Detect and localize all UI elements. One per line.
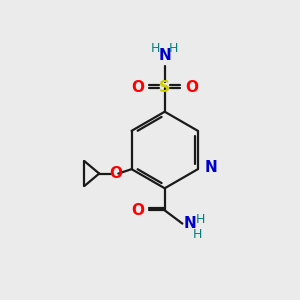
Text: H: H [193,228,202,241]
Text: N: N [158,48,171,63]
Text: O: O [131,80,144,95]
Text: N: N [184,216,197,231]
Text: H: H [151,42,160,55]
Text: H: H [169,42,178,55]
Text: O: O [185,80,198,95]
Text: H: H [196,213,205,226]
Text: O: O [131,203,144,218]
Text: O: O [109,166,122,181]
Text: S: S [159,80,170,95]
Text: N: N [204,160,217,175]
